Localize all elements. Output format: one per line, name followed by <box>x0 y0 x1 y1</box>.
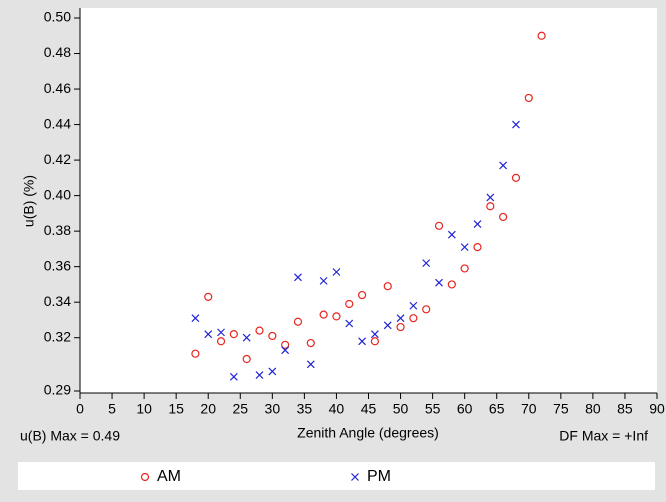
x-axis-label: Zenith Angle (degrees) <box>297 425 439 441</box>
x-tick-label: 55 <box>425 401 441 417</box>
point <box>473 243 482 252</box>
point <box>345 319 354 328</box>
point <box>204 330 213 339</box>
x-tick-label: 40 <box>329 401 345 417</box>
x-tick-label: 30 <box>265 401 281 417</box>
x-tick-label: 50 <box>393 401 409 417</box>
x-tick-label: 60 <box>457 401 473 417</box>
x-tick-label: 5 <box>108 401 116 417</box>
x-tick-label: 90 <box>649 401 665 417</box>
annotation: u(B) Max = 0.49 <box>20 428 120 444</box>
point <box>396 322 405 332</box>
x-tick-label: 10 <box>136 401 152 417</box>
point <box>217 328 225 337</box>
point <box>306 360 315 369</box>
x-tick-label: 65 <box>489 401 505 417</box>
x-tick-label: 15 <box>168 401 184 417</box>
plot-area <box>80 8 657 393</box>
point <box>396 314 405 323</box>
annotation: DF Max = +Inf <box>559 428 648 444</box>
point <box>281 346 290 355</box>
y-tick-label: 0.48 <box>44 44 71 60</box>
point <box>422 305 431 314</box>
x-tick-label: 80 <box>585 401 601 417</box>
point <box>486 193 495 202</box>
y-tick-label: 0.34 <box>44 293 71 309</box>
x-tick-label: 25 <box>232 401 248 417</box>
point <box>370 330 379 339</box>
point <box>434 221 444 230</box>
point <box>460 264 469 273</box>
y-tick-label: 0.44 <box>44 115 71 131</box>
point <box>216 337 226 346</box>
point <box>191 314 200 323</box>
y-tick-label: 0.36 <box>44 257 71 273</box>
point <box>537 31 546 40</box>
point <box>306 338 315 348</box>
point <box>229 372 238 381</box>
legend-marker <box>140 472 150 482</box>
x-tick-label: 85 <box>617 401 633 417</box>
point <box>422 259 431 268</box>
point <box>319 276 328 285</box>
point <box>229 330 238 339</box>
point <box>255 326 264 335</box>
y-tick-label: 0.46 <box>44 80 71 96</box>
point <box>319 310 328 319</box>
y-tick-label: 0.32 <box>44 328 71 344</box>
point <box>281 340 290 349</box>
point <box>473 220 482 228</box>
x-tick-label: 20 <box>200 401 216 417</box>
y-tick-label: 0.38 <box>44 222 71 238</box>
point <box>383 282 392 291</box>
point <box>499 161 508 170</box>
x-tick-label: 75 <box>553 401 569 417</box>
legend-box <box>18 462 655 490</box>
x-tick-label: 35 <box>297 401 313 417</box>
point <box>524 93 533 103</box>
x-tick-label: 0 <box>76 401 84 417</box>
x-tick-label: 70 <box>521 401 537 417</box>
point <box>242 333 251 342</box>
x-tick-label: 45 <box>361 401 377 417</box>
point <box>409 301 418 310</box>
point <box>447 280 456 289</box>
point <box>294 273 302 282</box>
legend-label: PM <box>367 468 391 485</box>
point <box>332 312 341 321</box>
point <box>512 120 520 129</box>
y-axis-label: u(B) (%) <box>21 175 37 227</box>
y-tick-label: 0.29 <box>44 382 71 398</box>
point <box>409 314 418 323</box>
y-tick-label: 0.40 <box>44 186 71 202</box>
point <box>383 321 392 330</box>
point <box>255 371 264 379</box>
point <box>191 349 200 358</box>
point <box>268 367 277 376</box>
legend-label: AM <box>157 468 181 485</box>
y-tick-label: 0.50 <box>44 9 71 25</box>
point <box>370 337 380 346</box>
point <box>345 299 354 309</box>
point <box>357 290 367 300</box>
y-tick-label: 0.42 <box>44 151 71 167</box>
legend-marker <box>351 473 359 481</box>
point <box>435 278 443 287</box>
point <box>460 243 469 252</box>
point <box>242 354 251 364</box>
point <box>358 337 367 346</box>
point <box>204 292 213 301</box>
point <box>447 230 456 239</box>
point <box>486 202 495 211</box>
point <box>511 173 521 182</box>
point <box>293 317 303 326</box>
point <box>268 331 277 341</box>
point <box>332 268 341 276</box>
point <box>499 212 508 222</box>
